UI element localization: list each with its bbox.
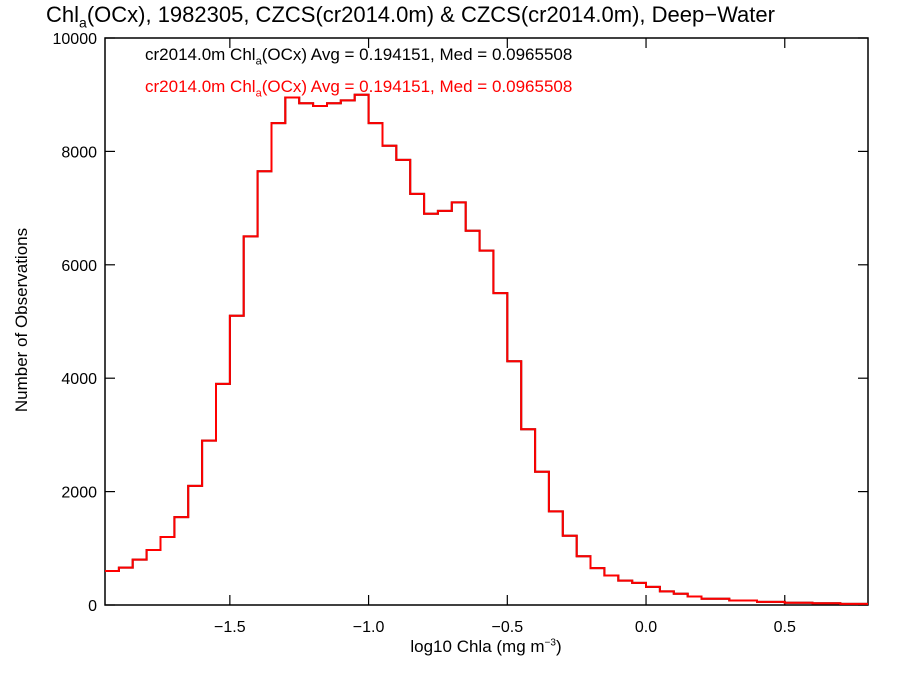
y-tick-label: 2000: [61, 485, 97, 502]
x-tick-label: −1.0: [353, 619, 385, 636]
x-tick-label: 0.0: [635, 619, 657, 636]
legend-entry-black: cr2014.0m Chla(OCx) Avg = 0.194151, Med …: [145, 45, 573, 68]
plot-frame: [104, 37, 869, 606]
y-axis-label: Number of Observations: [12, 227, 31, 413]
x-tick-label: −0.5: [492, 619, 524, 636]
y-tick-label: 8000: [61, 144, 97, 161]
series-line-2: [105, 93, 868, 605]
x-axis-label: log10 Chla (mg m−3): [410, 637, 562, 656]
y-tick-label: 4000: [61, 371, 97, 388]
legend-entry-red: cr2014.0m Chla(OCx) Avg = 0.194151, Med …: [145, 77, 573, 100]
chart-title: Chla(OCx), 1982305, CZCS(cr2014.0m) & CZ…: [46, 2, 775, 31]
y-tick-label: 6000: [61, 258, 97, 275]
y-axis-ticks: 0 2000 4000 6000 8000 10000: [53, 31, 868, 615]
x-tick-label: 0.5: [774, 619, 796, 636]
y-tick-label: 10000: [53, 31, 98, 48]
series-layer: [105, 93, 868, 605]
y-tick-label: 0: [88, 598, 97, 615]
series-line-1: [105, 93, 868, 605]
x-axis-ticks: −1.5 −1.0 −0.5 0.0 0.5: [214, 38, 796, 636]
x-tick-label: −1.5: [214, 619, 246, 636]
